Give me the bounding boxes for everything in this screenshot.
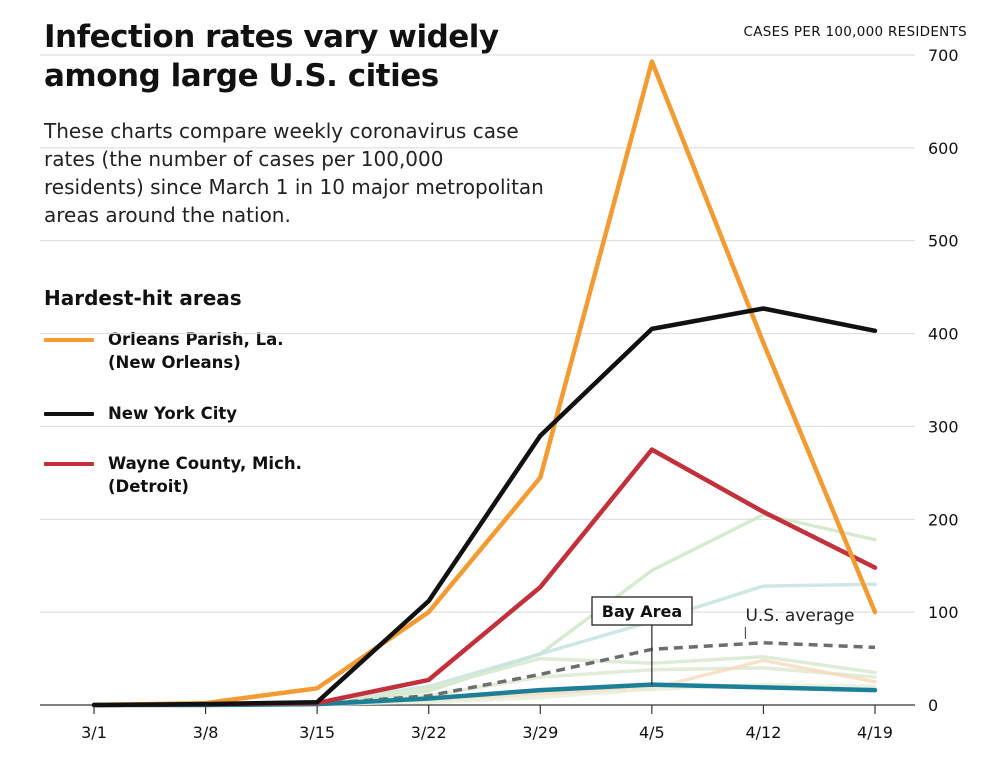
legend-label-wayne: Wayne County, Mich. (Detroit) [108, 454, 302, 496]
series-line-u-s-average [94, 641, 876, 707]
x-tick-label: 3/29 [522, 723, 558, 742]
chart-subtitle: These charts compare weekly coronavirus … [44, 119, 544, 227]
us-average-label: U.S. average [745, 606, 854, 626]
y-tick-label: 700 [928, 46, 959, 65]
legend-item-nyc: New York City [44, 402, 237, 425]
y-tick-label: 100 [928, 603, 959, 622]
y-tick-label: 200 [928, 510, 959, 529]
series-line-new-york-city [91, 306, 878, 708]
legend-label-orleans: Orleans Parish, La. (New Orleans) [108, 330, 284, 372]
y-tick-label: 0 [928, 696, 938, 715]
x-tick-label: 3/8 [193, 723, 219, 742]
x-tick-label: 3/15 [299, 723, 335, 742]
x-tick-label: 3/22 [411, 723, 447, 742]
chart-title: Infection rates vary widely among large … [44, 19, 499, 94]
legend-swatch-orleans [44, 338, 94, 342]
y-tick-label: 500 [928, 232, 959, 251]
legend-item-orleans: Orleans Parish, La. (New Orleans) [44, 328, 284, 374]
x-tick-label: 4/12 [745, 723, 781, 742]
legend-swatch-wayne [44, 462, 94, 466]
x-tick-label: 4/5 [639, 723, 665, 742]
legend-title: Hardest-hit areas [44, 286, 242, 310]
y-tick-label: 400 [928, 325, 959, 344]
bay-area-label-box [591, 596, 693, 626]
legend-label-nyc: New York City [108, 404, 238, 423]
y-tick-label: 600 [928, 139, 959, 158]
y-tick-label: 300 [928, 417, 959, 436]
x-tick-label: 4/19 [857, 723, 893, 742]
series-line-orleans-parish-la-new-orleans [91, 59, 878, 708]
x-tick-label: 3/1 [81, 723, 107, 742]
legend-swatch-nyc [44, 412, 94, 416]
bay-area-label: Bay Area [602, 602, 682, 621]
legend-item-wayne: Wayne County, Mich. (Detroit) [44, 452, 302, 498]
y-axis-unit-label: CASES PER 100,000 RESIDENTS [743, 24, 967, 40]
